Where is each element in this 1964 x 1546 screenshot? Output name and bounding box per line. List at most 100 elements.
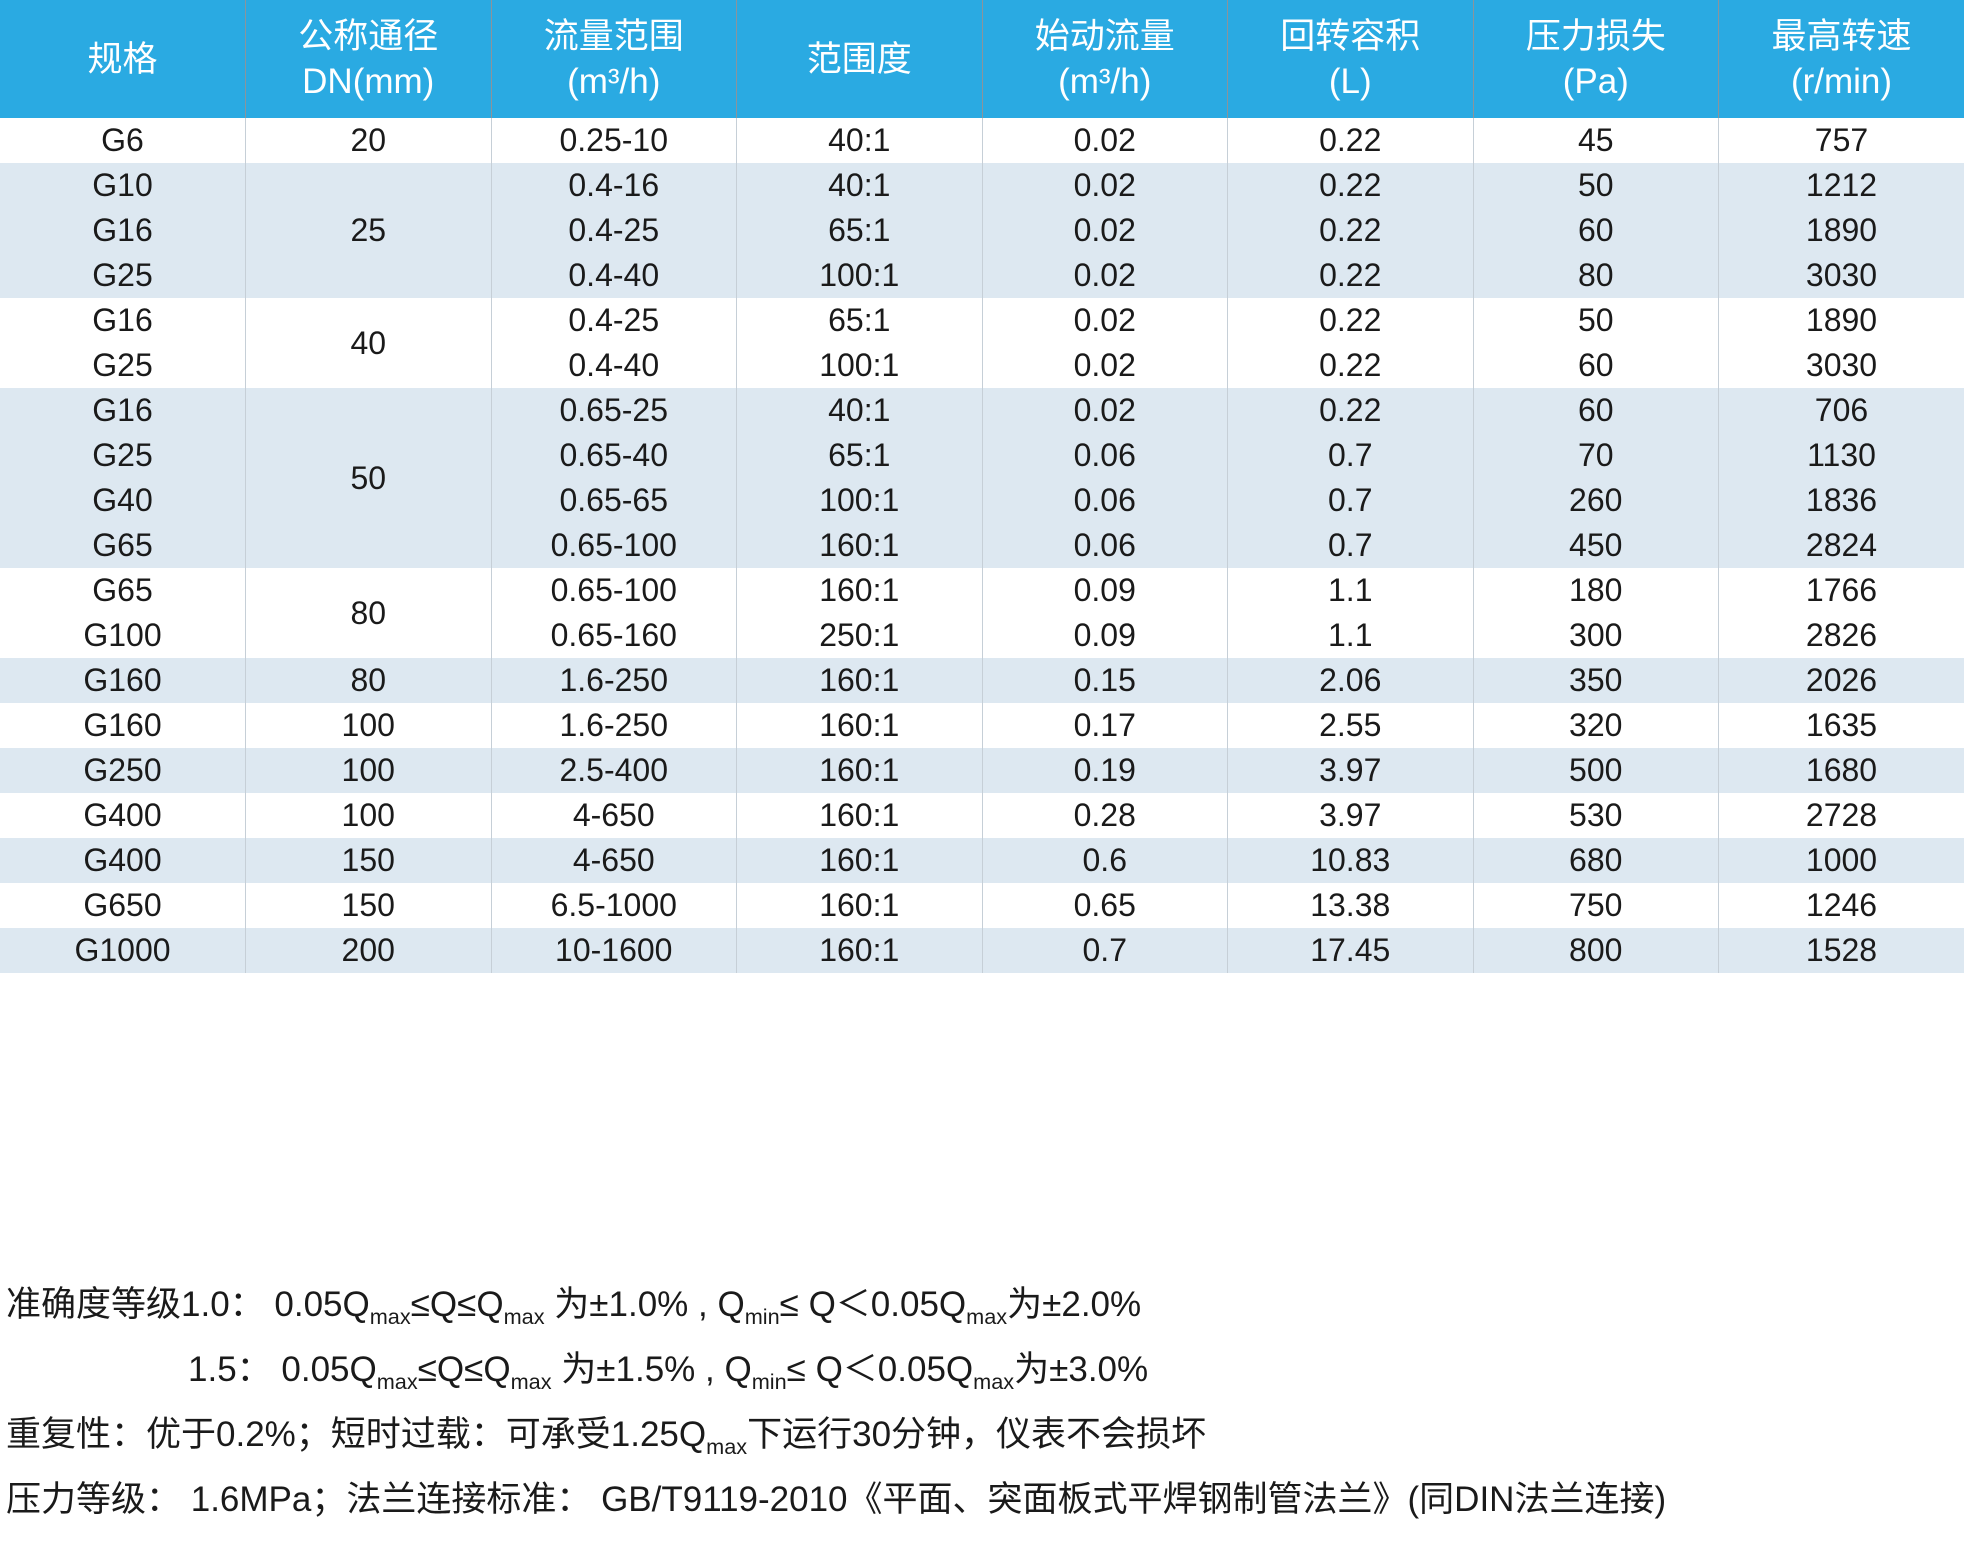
cell-pressure-loss: 300	[1473, 613, 1719, 658]
cell-spec: G10	[0, 163, 246, 208]
cell-start-flow: 0.15	[982, 658, 1228, 703]
cell-pressure-loss: 320	[1473, 703, 1719, 748]
cell-spec: G400	[0, 793, 246, 838]
cell-flow-range: 0.25-10	[491, 118, 737, 163]
cell-pressure-loss: 70	[1473, 433, 1719, 478]
cell-rotary-volume: 10.83	[1227, 838, 1474, 883]
cell-rangeability: 100:1	[736, 343, 983, 388]
col-header: 始动流量 (m³/h)	[982, 0, 1228, 118]
cell-max-speed: 2728	[1718, 793, 1964, 838]
cell-rangeability: 160:1	[736, 928, 983, 973]
table-row: G6 20 0.25-10 40:1 0.02 0.22 45 757	[0, 118, 1964, 163]
cell-rangeability: 160:1	[736, 703, 983, 748]
cell-flow-range: 0.4-40	[491, 253, 737, 298]
cell-flow-range: 0.65-100	[491, 568, 737, 613]
cell-rangeability: 160:1	[736, 883, 983, 928]
cell-max-speed: 1246	[1718, 883, 1964, 928]
cell-max-speed: 1130	[1718, 433, 1964, 478]
cell-rotary-volume: 0.7	[1227, 478, 1474, 523]
cell-dn: 100	[245, 748, 492, 793]
col-header: 流量范围 (m³/h)	[491, 0, 737, 118]
cell-rotary-volume: 2.55	[1227, 703, 1474, 748]
table-row: G25 0.4-40 100:1 0.02 0.22 60 3030	[0, 343, 1964, 388]
cell-max-speed: 1890	[1718, 208, 1964, 253]
table-row: G16 40 0.4-25 65:1 0.02 0.22 50 1890	[0, 298, 1964, 388]
cell-rotary-volume: 0.22	[1227, 208, 1474, 253]
cell-spec: G160	[0, 703, 246, 748]
cell-max-speed: 1766	[1718, 568, 1964, 613]
cell-rangeability: 160:1	[736, 793, 983, 838]
cell-dn: 100	[245, 793, 492, 838]
cell-dn: 100	[245, 703, 492, 748]
cell-dn: 200	[245, 928, 492, 973]
cell-start-flow: 0.02	[982, 163, 1228, 208]
cell-flow-range: 0.65-25	[491, 388, 737, 433]
cell-start-flow: 0.19	[982, 748, 1228, 793]
cell-rotary-volume: 0.22	[1227, 163, 1474, 208]
cell-max-speed: 1635	[1718, 703, 1964, 748]
cell-start-flow: 0.09	[982, 613, 1228, 658]
table-row: G250 100 2.5-400 160:1 0.19 3.97 500 1680	[0, 748, 1964, 793]
cell-max-speed: 1212	[1718, 163, 1964, 208]
cell-pressure-loss: 60	[1473, 343, 1719, 388]
table-row: G400 100 4-650 160:1 0.28 3.97 530 2728	[0, 793, 1964, 838]
cell-dn: 80	[245, 568, 492, 658]
table-body: G6 20 0.25-10 40:1 0.02 0.22 45 757 G10 25 0.4-16 4…	[0, 118, 1964, 973]
cell-rangeability: 65:1	[736, 208, 983, 253]
cell-max-speed: 2026	[1718, 658, 1964, 703]
cell-flow-range: 4-650	[491, 793, 737, 838]
note-line: 重复性：优于0.2%；短时过载：可承受1.25Qmax下运行30分钟，仪表不会损…	[6, 1415, 1207, 1459]
cell-pressure-loss: 450	[1473, 523, 1719, 568]
cell-rotary-volume: 0.22	[1227, 343, 1474, 388]
cell-max-speed: 757	[1718, 118, 1964, 163]
cell-start-flow: 0.02	[982, 298, 1228, 343]
cell-rangeability: 40:1	[736, 163, 983, 208]
table-row: G1000 200 10-1600 160:1 0.7 17.45 800 1528	[0, 928, 1964, 973]
table-row: G40 0.65-65 100:1 0.06 0.7 260 1836	[0, 478, 1964, 523]
table-row: G400 150 4-650 160:1 0.6 10.83 680 1000	[0, 838, 1964, 883]
cell-max-speed: 1890	[1718, 298, 1964, 343]
cell-pressure-loss: 45	[1473, 118, 1719, 163]
cell-start-flow: 0.02	[982, 253, 1228, 298]
cell-flow-range: 0.4-40	[491, 343, 737, 388]
cell-dn: 20	[245, 118, 492, 163]
col-header: 回转容积 (L)	[1227, 0, 1474, 118]
cell-max-speed: 3030	[1718, 253, 1964, 298]
table-row: G65 80 0.65-100 160:1 0.09 1.1 180 1766	[0, 568, 1964, 658]
cell-spec: G25	[0, 433, 246, 478]
cell-flow-range: 0.4-25	[491, 208, 737, 253]
col-header: 最高转速 (r/min)	[1718, 0, 1964, 118]
cell-dn: 40	[245, 298, 492, 388]
cell-rotary-volume: 0.22	[1227, 388, 1474, 433]
cell-rangeability: 160:1	[736, 838, 983, 883]
cell-dn: 25	[245, 163, 492, 298]
cell-pressure-loss: 60	[1473, 388, 1719, 433]
cell-flow-range: 6.5-1000	[491, 883, 737, 928]
table-row: G25 0.65-40 65:1 0.06 0.7 70 1130	[0, 433, 1964, 478]
cell-rangeability: 250:1	[736, 613, 983, 658]
cell-max-speed: 3030	[1718, 343, 1964, 388]
cell-spec: G250	[0, 748, 246, 793]
cell-max-speed: 2824	[1718, 523, 1964, 568]
cell-spec: G65	[0, 523, 246, 568]
col-header: 压力损失 (Pa)	[1473, 0, 1719, 118]
col-header: 规格	[0, 0, 246, 118]
cell-start-flow: 0.06	[982, 433, 1228, 478]
cell-pressure-loss: 350	[1473, 658, 1719, 703]
cell-flow-range: 0.65-100	[491, 523, 737, 568]
cell-start-flow: 0.06	[982, 523, 1228, 568]
cell-flow-range: 0.4-25	[491, 298, 737, 343]
cell-spec: G400	[0, 838, 246, 883]
cell-pressure-loss: 800	[1473, 928, 1719, 973]
cell-spec: G25	[0, 343, 246, 388]
cell-start-flow: 0.7	[982, 928, 1228, 973]
cell-rotary-volume: 3.97	[1227, 793, 1474, 838]
cell-rotary-volume: 0.22	[1227, 298, 1474, 343]
cell-rotary-volume: 0.22	[1227, 118, 1474, 163]
cell-spec: G6	[0, 118, 246, 163]
cell-spec: G65	[0, 568, 246, 613]
spec-table: 规格 公称通径 DN(mm) 流量范围 (m³/h) 范围度 始动流量 (m³/h) 回转容积(…	[0, 0, 1964, 973]
cell-rangeability: 100:1	[736, 478, 983, 523]
cell-dn: 150	[245, 883, 492, 928]
cell-flow-range: 0.65-65	[491, 478, 737, 523]
